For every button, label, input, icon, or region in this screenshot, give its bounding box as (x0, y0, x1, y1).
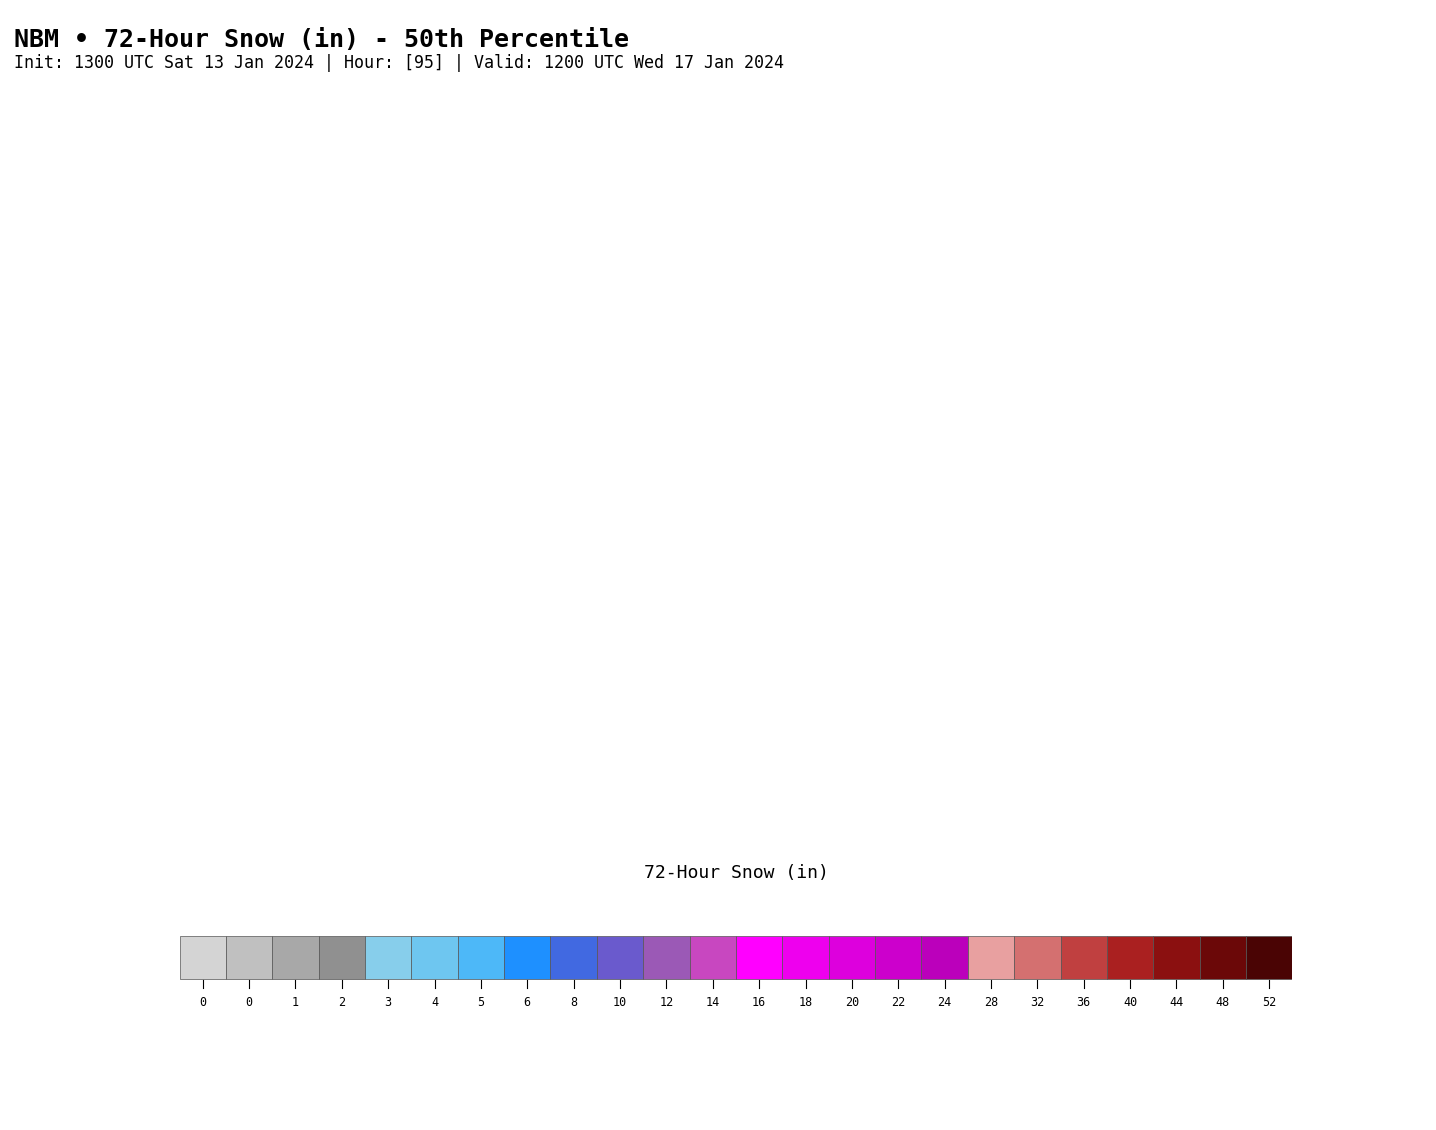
Bar (1153, 937, 1199, 979)
Bar (365, 937, 411, 979)
Text: 10: 10 (613, 996, 628, 1009)
Bar (273, 937, 319, 979)
Bar (225, 937, 273, 979)
Bar (829, 937, 875, 979)
Text: 16: 16 (752, 996, 767, 1009)
Text: 72-Hour Snow (in): 72-Hour Snow (in) (643, 864, 829, 883)
Text: 44: 44 (1169, 996, 1183, 1009)
Text: 2: 2 (339, 996, 346, 1009)
Bar (411, 937, 458, 979)
Bar (922, 937, 968, 979)
Text: 22: 22 (892, 996, 905, 1009)
Text: 8: 8 (570, 996, 577, 1009)
Text: 5: 5 (477, 996, 484, 1009)
Text: Init: 1300 UTC Sat 13 Jan 2024 | Hour: [95] | Valid: 1200 UTC Wed 17 Jan 2024: Init: 1300 UTC Sat 13 Jan 2024 | Hour: [… (14, 54, 784, 72)
Bar (180, 937, 225, 979)
Bar (1246, 937, 1292, 979)
Text: 1: 1 (292, 996, 299, 1009)
Text: 6: 6 (524, 996, 531, 1009)
Text: 28: 28 (984, 996, 998, 1009)
Bar (597, 937, 643, 979)
Bar (1061, 937, 1107, 979)
Bar (550, 937, 597, 979)
Bar (968, 937, 1014, 979)
Bar (319, 937, 365, 979)
Text: 4: 4 (431, 996, 438, 1009)
Text: 24: 24 (938, 996, 952, 1009)
Bar (458, 937, 504, 979)
Bar (1107, 937, 1153, 979)
Text: 14: 14 (705, 996, 719, 1009)
Text: 0: 0 (200, 996, 207, 1009)
Text: 36: 36 (1077, 996, 1091, 1009)
Bar (737, 937, 783, 979)
Text: NBM • 72-Hour Snow (in) - 50th Percentile: NBM • 72-Hour Snow (in) - 50th Percentil… (14, 28, 629, 52)
Text: 20: 20 (844, 996, 859, 1009)
Bar (875, 937, 922, 979)
Text: 48: 48 (1216, 996, 1231, 1009)
Text: 12: 12 (659, 996, 673, 1009)
Bar (783, 937, 829, 979)
Text: 3: 3 (385, 996, 392, 1009)
Bar (1199, 937, 1246, 979)
Bar (1014, 937, 1061, 979)
Bar (689, 937, 737, 979)
Text: 52: 52 (1262, 996, 1277, 1009)
Bar (643, 937, 689, 979)
Text: 0: 0 (246, 996, 253, 1009)
Bar (504, 937, 550, 979)
Text: 40: 40 (1123, 996, 1137, 1009)
Text: 32: 32 (1030, 996, 1044, 1009)
Text: 18: 18 (798, 996, 813, 1009)
